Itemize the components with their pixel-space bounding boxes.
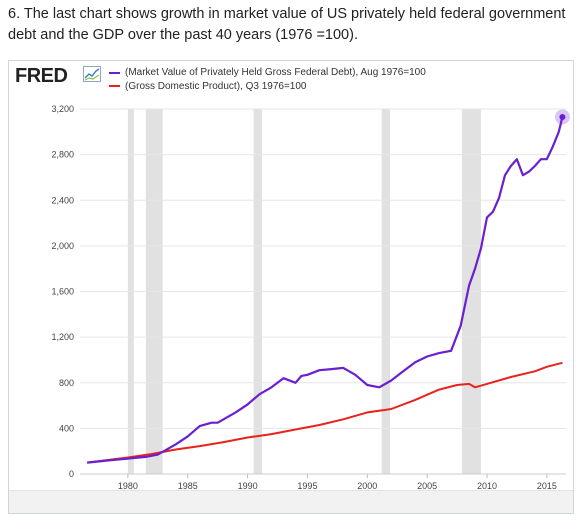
y-tick-label-7: 2,800 bbox=[51, 150, 74, 160]
x-tick-label-4: 2000 bbox=[357, 481, 377, 491]
y-tick-label-4: 1,600 bbox=[51, 287, 74, 297]
legend-label-gdp: (Gross Domestic Product), Q3 1976=100 bbox=[125, 80, 307, 92]
x-tick-label-2: 1990 bbox=[238, 481, 258, 491]
plot-area[interactable]: 0 400 800 1,200 1,600 2,000 2,400 2,800 3,200 198… bbox=[9, 61, 573, 513]
y-tick-label-1: 400 bbox=[59, 423, 74, 433]
fred-logo[interactable]: FRED bbox=[15, 65, 68, 87]
y-tick-label-8: 3,200 bbox=[51, 104, 74, 114]
y-tick-label-0: 0 bbox=[69, 469, 74, 479]
series-line-debt[interactable] bbox=[87, 116, 564, 464]
legend-entry-debt: (Market Value of Privately Held Gross Fe… bbox=[109, 66, 426, 80]
fred-chart-icon bbox=[83, 66, 101, 82]
y-tick-label-6: 2,400 bbox=[51, 195, 74, 205]
x-tick-label-7: 2015 bbox=[537, 481, 557, 491]
fred-chart: FRED (Market Value of Privately Held Gro… bbox=[8, 60, 574, 514]
x-tick-label-1: 1985 bbox=[178, 481, 198, 491]
x-tick-label-3: 1995 bbox=[297, 481, 317, 491]
chart-footer-band bbox=[9, 490, 573, 513]
legend: (Market Value of Privately Held Gross Fe… bbox=[109, 66, 426, 93]
chart-header: FRED (Market Value of Privately Held Gro… bbox=[9, 61, 573, 97]
x-tick-label-6: 2010 bbox=[477, 481, 497, 491]
caption: 6. The last chart shows growth in market… bbox=[8, 6, 566, 43]
y-tick-label-5: 2,000 bbox=[51, 241, 74, 251]
series-line-gdp[interactable] bbox=[87, 361, 563, 464]
x-tick-label-5: 2005 bbox=[417, 481, 437, 491]
legend-swatch-debt bbox=[109, 71, 120, 74]
y-tick-label-3: 1,200 bbox=[51, 332, 74, 342]
legend-swatch-gdp bbox=[109, 85, 120, 88]
last-point-marker[interactable] bbox=[559, 113, 566, 120]
legend-entry-gdp: (Gross Domestic Product), Q3 1976=100 bbox=[109, 80, 426, 94]
legend-label-debt: (Market Value of Privately Held Gross Fe… bbox=[125, 67, 426, 78]
y-tick-label-2: 800 bbox=[59, 378, 74, 388]
x-tick-label-0: 1980 bbox=[118, 481, 138, 491]
